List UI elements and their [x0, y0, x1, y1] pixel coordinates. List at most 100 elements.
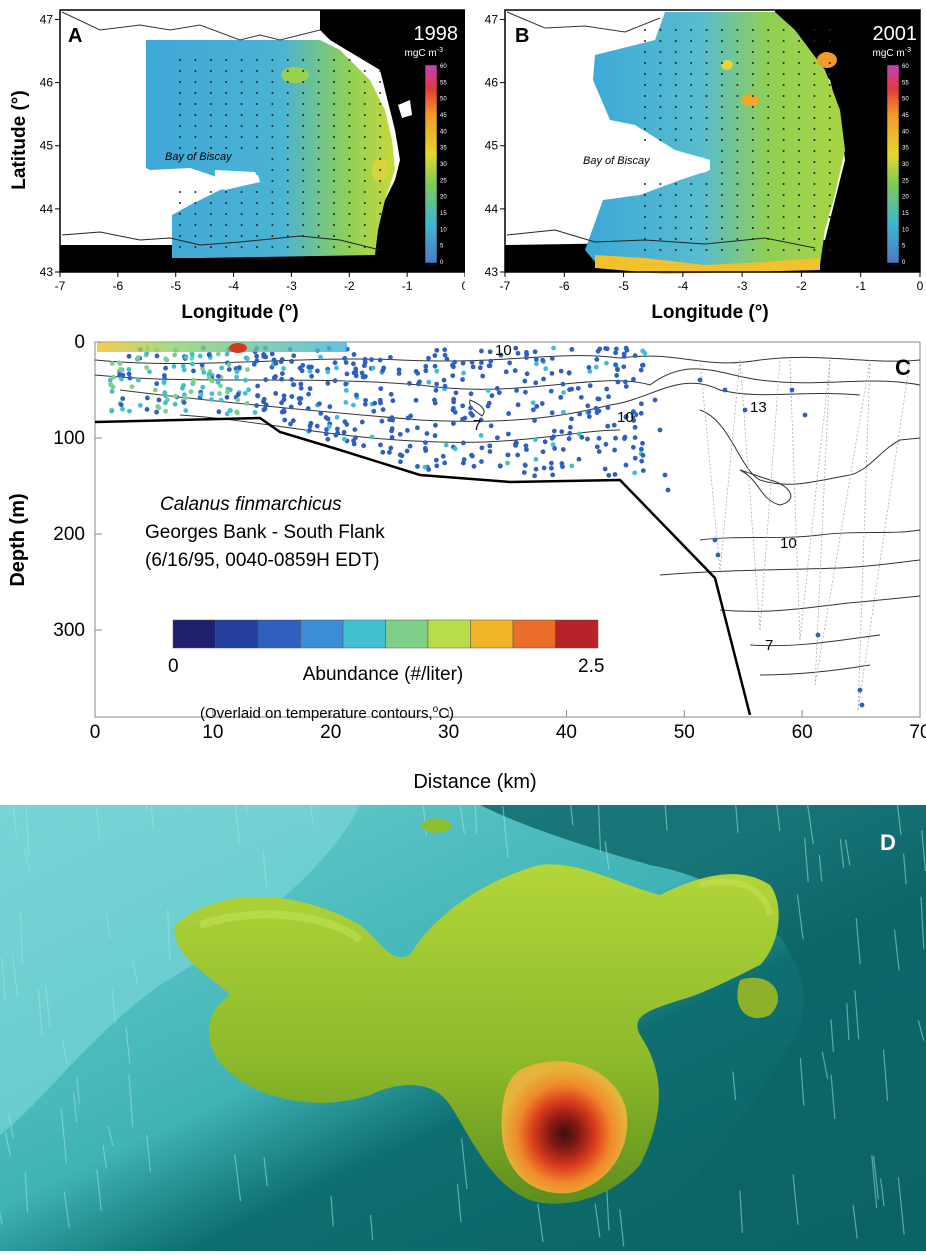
abundance-point: [225, 389, 230, 395]
abundance-point: [325, 380, 331, 386]
abundance-point: [378, 386, 384, 392]
abundance-point: [423, 440, 428, 445]
texture-spike: [63, 1191, 70, 1229]
abundance-point: [513, 440, 519, 446]
texture-spike: [830, 1019, 834, 1052]
station: [209, 246, 212, 248]
station: [333, 169, 335, 171]
abundance-point: [353, 369, 359, 375]
x-tick-label: -6: [559, 279, 570, 293]
station: [317, 169, 320, 171]
station: [828, 205, 831, 207]
station: [363, 202, 366, 204]
bay-cutout: [660, 150, 707, 178]
abundance-point: [163, 356, 169, 362]
station: [348, 125, 351, 127]
station: [767, 62, 770, 64]
station: [721, 29, 723, 31]
x-axis: 0 10 20 30 40 50 60 70: [90, 710, 926, 743]
station: [348, 213, 351, 215]
station: [798, 29, 800, 31]
abundance-point: [612, 447, 617, 453]
station: [317, 158, 320, 160]
abundance-point: [218, 383, 223, 389]
station: [363, 169, 366, 171]
abundance-point: [614, 373, 620, 378]
station: [333, 59, 335, 61]
colorbar-tick-label: 0: [902, 260, 906, 266]
station: [379, 92, 382, 94]
abundance-point: [613, 362, 619, 368]
abundance-point: [623, 414, 629, 420]
x-tick-label: 0: [917, 279, 924, 293]
station: [690, 73, 693, 75]
colorbar-swatch: [257, 619, 301, 649]
abundance-point: [334, 365, 339, 371]
abundance-point: [183, 408, 189, 413]
abundance-point: [261, 396, 267, 402]
station: [813, 249, 816, 251]
x-tick-label: -1: [855, 279, 866, 293]
abundance-point: [290, 418, 296, 424]
abundance-point: [532, 418, 537, 423]
abundance-point: [522, 463, 528, 468]
colorbar-swatch: [555, 619, 599, 649]
abundance-point: [560, 464, 565, 470]
isobath: [61, 231, 381, 251]
abundance-point: [453, 390, 459, 396]
station: [240, 92, 243, 94]
abundance-point: [415, 464, 420, 469]
station: [317, 191, 320, 193]
colorbar-swatch: [470, 619, 514, 649]
texture-spike: [111, 988, 117, 1023]
abundance-point: [291, 353, 297, 359]
abundance-colorbar: [172, 619, 599, 649]
station: [813, 84, 816, 86]
station: [240, 59, 243, 61]
station: [736, 95, 739, 97]
colorbar-swatch: [512, 619, 556, 649]
abundance-points: [107, 345, 865, 708]
station: [317, 92, 320, 94]
station: [240, 235, 243, 237]
abundance-point: [199, 362, 205, 368]
abundance-point: [422, 464, 428, 470]
y-axis: 0 100 200 300: [53, 332, 102, 641]
station: [240, 191, 243, 193]
station: [363, 180, 366, 182]
abundance-point: [206, 371, 212, 377]
station: [782, 227, 785, 229]
abundance-point: [534, 403, 540, 409]
abundance-point: [524, 447, 529, 453]
station: [271, 180, 274, 182]
abundance-point: [479, 459, 484, 464]
colorbar-tick-label: 35: [902, 146, 909, 152]
station: [782, 40, 785, 42]
svg-text:7: 7: [473, 417, 481, 434]
abundance-point: [144, 351, 150, 356]
station: [225, 147, 228, 149]
y-tick-label: 45: [485, 139, 499, 153]
station: [179, 59, 181, 61]
plot-frame: [94, 341, 921, 718]
abundance-point: [171, 364, 177, 369]
station: [302, 224, 305, 226]
station: [209, 59, 212, 61]
station: [644, 249, 646, 251]
station: [798, 40, 800, 42]
abundance-point: [442, 383, 448, 389]
texture-spike: [128, 1074, 134, 1127]
station: [256, 114, 258, 116]
station: [644, 29, 646, 31]
chlorophyll-field: [146, 40, 395, 258]
station: [271, 235, 274, 237]
station: [240, 103, 243, 105]
abundance-point: [200, 366, 205, 371]
abundance-point: [306, 364, 312, 370]
station: [721, 150, 723, 152]
abundance-point: [615, 379, 621, 385]
station: [751, 51, 754, 53]
abundance-point: [468, 405, 473, 411]
abundance-point: [332, 360, 338, 366]
